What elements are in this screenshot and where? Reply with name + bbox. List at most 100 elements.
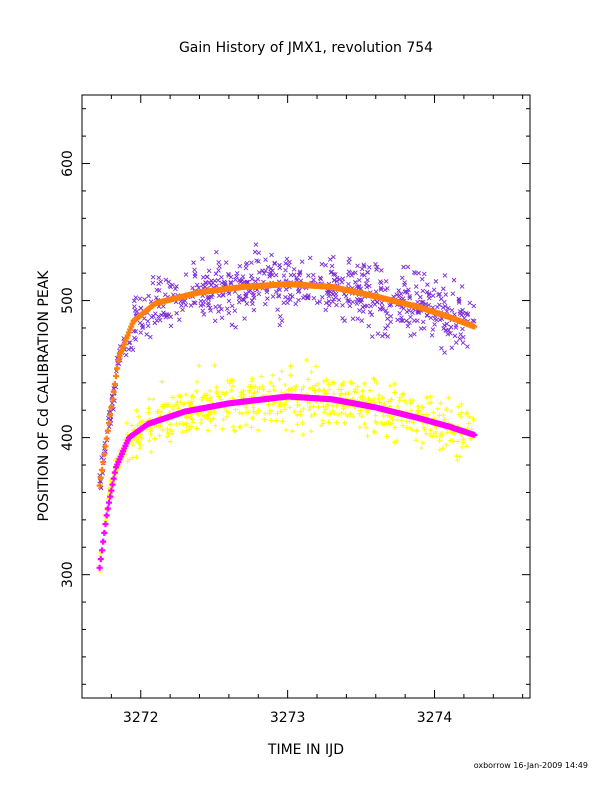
scatter-point [268, 269, 274, 275]
scatter-point [275, 307, 280, 313]
trend-point [103, 512, 110, 519]
scatter-point [219, 426, 225, 432]
scatter-point [281, 300, 287, 306]
scatter-point [243, 405, 249, 411]
scatter-point [200, 274, 206, 280]
scatter-point [347, 412, 353, 418]
scatter-point [431, 287, 437, 293]
scatter-point [160, 427, 166, 433]
scatter-point [465, 312, 470, 318]
scatter-point [446, 395, 452, 401]
scatter-point [463, 411, 469, 417]
scatter-point [306, 273, 311, 278]
scatter-point [126, 456, 132, 462]
scatter-point [129, 345, 134, 351]
scatter-point [130, 442, 136, 448]
scatter-point [351, 389, 357, 395]
scatter-point [355, 384, 361, 390]
scatter-point [237, 263, 243, 269]
scatter-point [297, 269, 303, 274]
scatter-point [216, 293, 222, 298]
scatter-point [205, 427, 211, 433]
scatter-point [207, 388, 213, 394]
scatter-point [174, 421, 180, 427]
scatter-point [361, 262, 367, 268]
scatter-point [323, 307, 329, 313]
scatter-point [213, 384, 219, 390]
scatter-point [148, 426, 154, 432]
scatter-point [421, 326, 427, 331]
scatter-point [224, 390, 230, 396]
scatter-point [283, 267, 288, 273]
scatter-point [367, 309, 373, 315]
scatter-point [415, 403, 421, 409]
trend-point [97, 474, 104, 481]
scatter-point [303, 357, 309, 363]
scatter-point [411, 420, 417, 426]
scatter-point [288, 372, 294, 378]
scatter-point [170, 406, 176, 412]
scatter-point [262, 301, 268, 307]
scatter-point [271, 387, 277, 393]
scatter-point [212, 318, 218, 324]
scatter-point [249, 376, 255, 382]
scatter-point [397, 293, 402, 298]
scatter-point [193, 388, 199, 394]
scatter-point [419, 299, 424, 305]
scatter-point [321, 378, 327, 384]
scatter-point [144, 332, 149, 337]
scatter-point [251, 295, 257, 300]
scatter-point [327, 257, 333, 262]
scatter-point [208, 395, 214, 401]
scatter-point [385, 412, 391, 418]
scatter-point [220, 292, 226, 297]
scatter-point [302, 293, 308, 299]
scatter-point [169, 431, 175, 437]
scatter-point [471, 303, 477, 309]
scatter-point [413, 428, 419, 434]
scatter-point [408, 333, 413, 338]
scatter-point [282, 406, 288, 412]
scatter-point [146, 405, 152, 411]
scatter-point [234, 271, 240, 276]
scatter-point [287, 404, 293, 410]
scatter-point [150, 274, 156, 280]
scatter-point [247, 383, 253, 389]
scatter-point [420, 440, 426, 446]
scatter-point [151, 313, 156, 319]
scatter-point [146, 293, 151, 299]
scatter-point [383, 308, 389, 313]
scatter-point [188, 303, 194, 308]
scatter-point [262, 411, 268, 417]
scatter-point [420, 404, 426, 410]
scatter-point [437, 438, 443, 444]
trend-point [98, 547, 105, 554]
trend-point [101, 451, 108, 458]
scatter-point [216, 394, 222, 400]
scatter-point [174, 284, 179, 289]
scatter-point [426, 295, 432, 301]
scatter-point [177, 393, 183, 399]
scatter-point [297, 270, 303, 276]
scatter-point [166, 279, 172, 285]
scatter-point [233, 407, 239, 413]
scatter-point [287, 297, 293, 302]
scatter-point [278, 314, 283, 319]
scatter-point [430, 327, 436, 332]
scatter-point [254, 258, 259, 263]
scatter-point [229, 322, 235, 328]
scatter-point [307, 255, 313, 261]
scatter-point [435, 406, 441, 412]
scatter-point [380, 307, 385, 312]
scatter-point [410, 397, 416, 403]
scatter-point [320, 388, 326, 394]
scatter-point [448, 324, 454, 330]
scatter-point [158, 423, 164, 429]
scatter-point [207, 409, 213, 415]
scatter-point [280, 418, 286, 424]
scatter-point [361, 421, 367, 427]
scatter-point [321, 409, 327, 415]
scatter-point [412, 331, 417, 337]
scatter-point [326, 299, 332, 304]
scatter-point [263, 268, 268, 274]
